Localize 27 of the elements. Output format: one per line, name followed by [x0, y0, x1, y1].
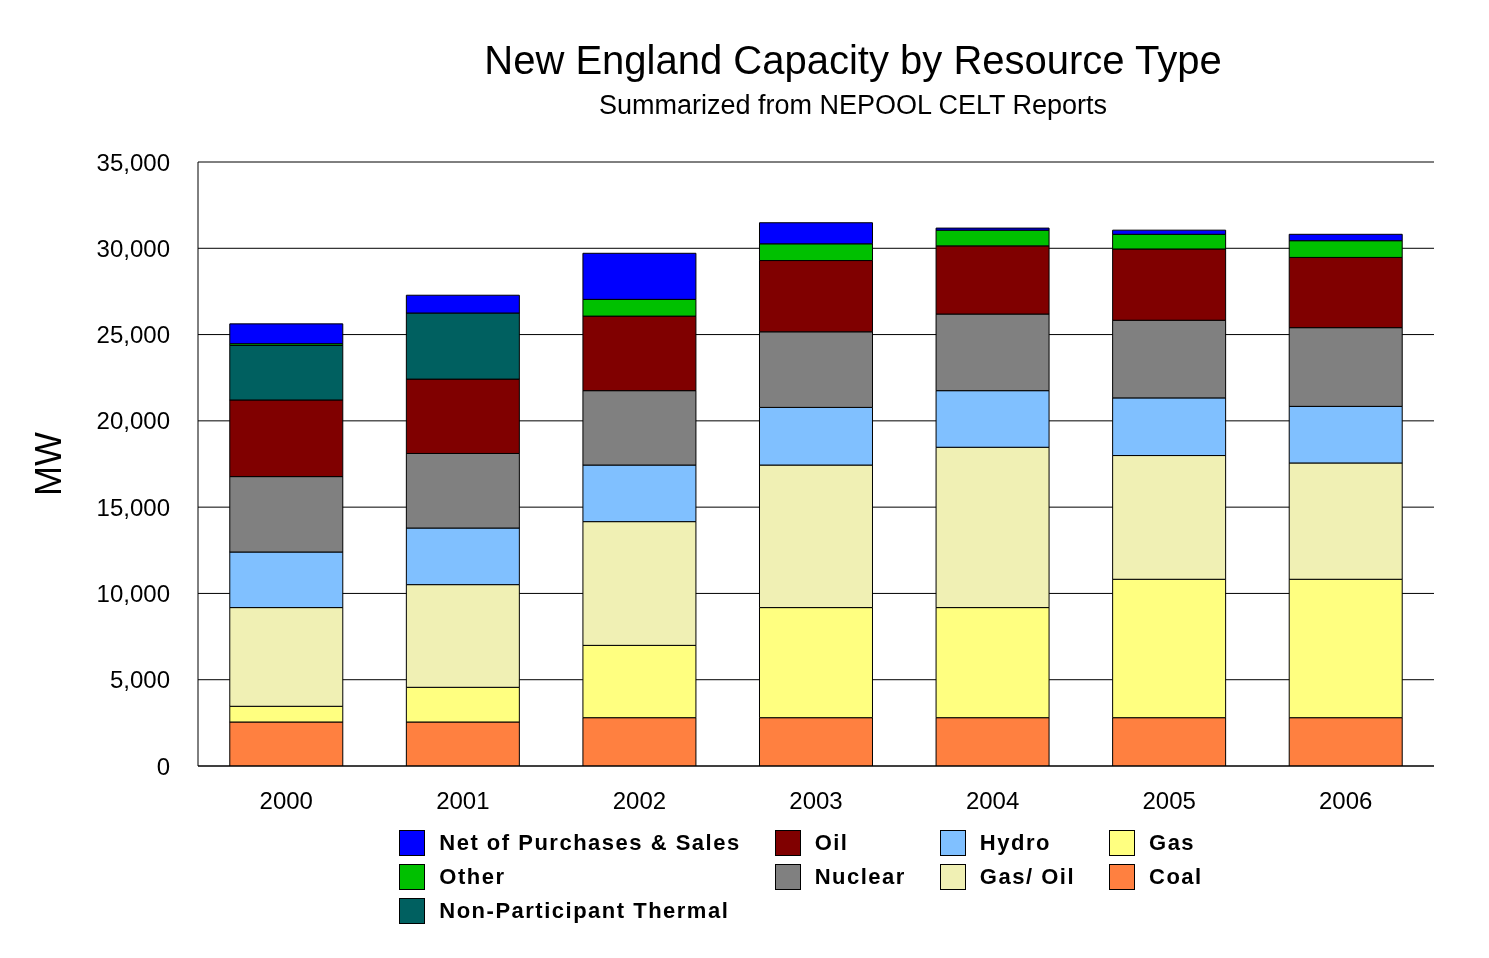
chart-subtitle: Summarized from NEPOOL CELT Reports	[597, 90, 1109, 121]
x-tick-label: 2006	[1319, 787, 1373, 815]
legend-label: Coal	[1149, 864, 1203, 890]
legend-label: Other	[439, 864, 506, 890]
y-tick-label: 25,000	[96, 321, 170, 349]
y-tick-label: 35,000	[96, 148, 170, 176]
legend-label: Hydro	[979, 830, 1051, 856]
legend-label: Gas/ Oil	[979, 864, 1076, 890]
legend-label: Nuclear	[814, 864, 906, 890]
legend-label: Non-Participant Thermal	[439, 898, 730, 924]
x-tick-label: 2003	[789, 787, 843, 815]
y-tick-label: 0	[156, 752, 170, 780]
y-axis-title: MW	[27, 432, 69, 496]
chart-title: New England Capacity by Resource Type	[483, 38, 1223, 83]
y-tick-label: 20,000	[96, 407, 170, 435]
y-tick-label: 10,000	[96, 579, 170, 607]
y-tick-label: 5,000	[109, 666, 170, 694]
x-tick-label: 2005	[1142, 787, 1196, 815]
legend-label: Oil	[814, 830, 849, 856]
legend-label: Gas	[1149, 830, 1196, 856]
x-tick-label: 2004	[965, 787, 1020, 815]
y-tick-label: 15,000	[96, 493, 170, 521]
legend-label: Net of Purchases & Sales	[439, 830, 741, 856]
y-tick-label: 30,000	[96, 234, 170, 262]
x-tick-label: 2001	[436, 787, 490, 815]
x-tick-label: 2000	[259, 787, 313, 815]
x-tick-label: 2002	[612, 787, 667, 815]
